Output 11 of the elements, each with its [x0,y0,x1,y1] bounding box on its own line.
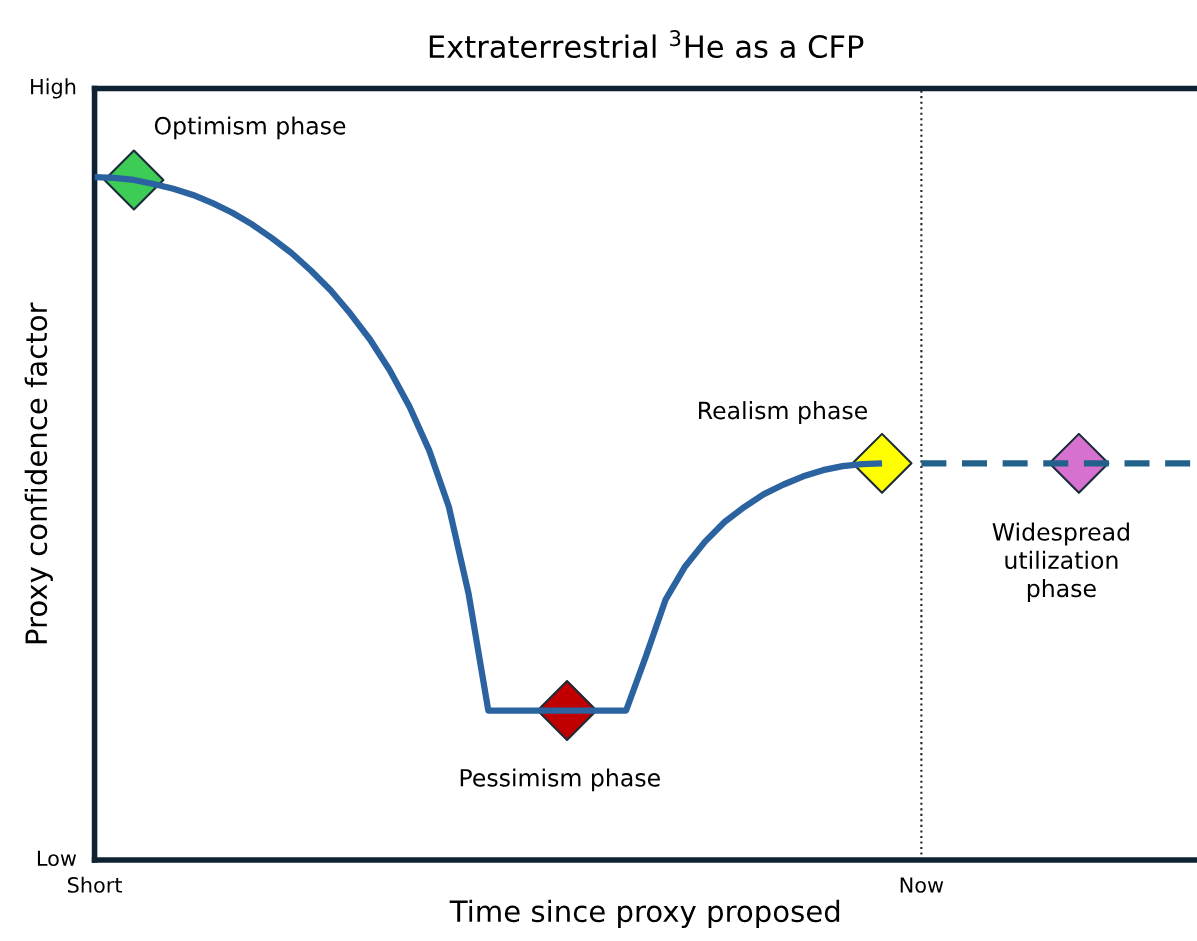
text: High [31,78,76,99]
x-axis-title: Time since proxy proposed [449,899,840,928]
annotation: Realism phase [699,401,867,424]
text: Low [37,850,77,867]
x-tick-label: Short [67,876,123,893]
text: Optimism phase [154,116,346,140]
annotation: Pessimism phase [460,768,660,792]
y-axis-title: Proxy confidence factor [24,302,53,644]
x-tick-label: Now [900,877,944,893]
chart-title: Extraterrestrial $^{3}$He as a CFP [429,30,864,59]
annotation: Widespread utilization phase [992,522,1129,602]
